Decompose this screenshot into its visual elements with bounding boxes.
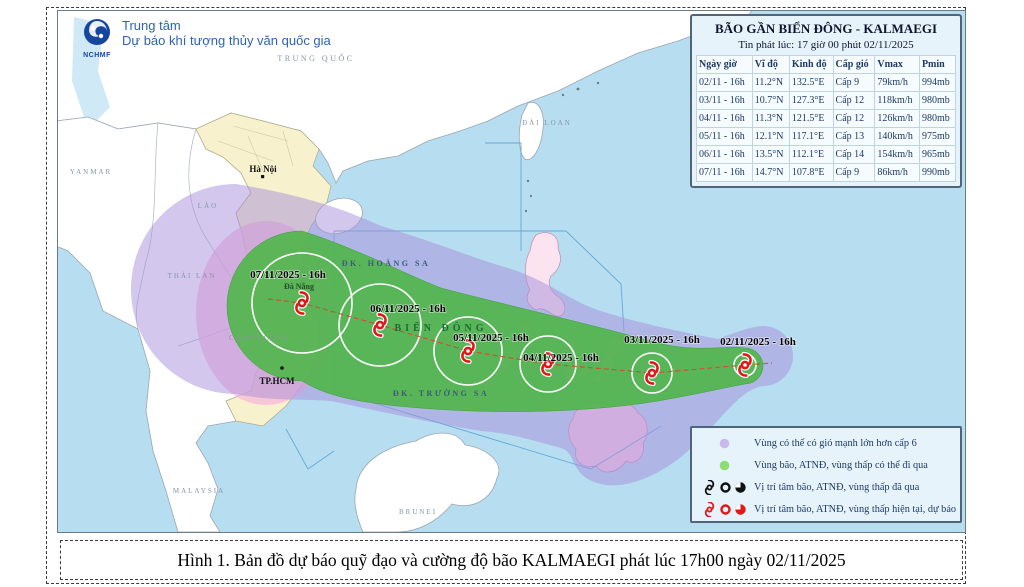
nchmf-logo-text: NCHMF xyxy=(83,52,111,59)
legend-row-track-area: Vùng bão, ATNĐ, vùng thấp có thể đi qua xyxy=(694,454,958,476)
track-label-0611: 06/11/2025 - 16h xyxy=(370,303,446,315)
hanoi-marker xyxy=(261,175,265,179)
nchmf-brand: NCHMF Trung tâm Dự báo khí tượng thủy vă… xyxy=(80,18,331,59)
label-tphcm: TP.HCM xyxy=(260,376,295,386)
purple-area-icon xyxy=(719,438,729,448)
storm-info-issued: Tin phát lúc: 17 giờ 00 phút 02/11/2025 xyxy=(738,39,914,51)
low-past-icon xyxy=(734,481,746,493)
legend-label: Vị trí tâm bão, ATNĐ, vùng thấp hiện tại… xyxy=(754,503,957,515)
brand-line1: Trung tâm xyxy=(122,18,181,33)
low-current-icon xyxy=(734,503,746,515)
col-pmin: Pmin xyxy=(918,55,957,74)
land-borneo xyxy=(354,432,500,532)
table-row: 04/11 - 16h 11.3°N 121.5°E Cấp 12 126km/h 980… xyxy=(696,109,957,128)
nchmf-logo-icon xyxy=(84,19,110,45)
table-row: 07/11 - 16h 14.7°N 107.8°E Cấp 9 86km/h 990mb xyxy=(696,163,957,182)
label-dai-loan: ĐÀI LOAN xyxy=(522,119,572,127)
land-taiwan xyxy=(518,101,544,161)
track-label-0211: 02/11/2025 - 16h xyxy=(720,336,796,348)
label-brunei: BRUNEI xyxy=(399,508,437,516)
table-row: 05/11 - 16h 12.1°N 117.1°E Cấp 13 140km/h 975… xyxy=(696,127,957,146)
typhoon-past-icon xyxy=(704,479,714,495)
label-da-nang: Đà Nẵng xyxy=(284,282,314,291)
track-label-0511: 05/11/2025 - 16h xyxy=(453,332,529,344)
vietnam-province-lines xyxy=(217,125,294,172)
label-ha-noi: Hà Nội xyxy=(249,164,277,174)
label-bien-dong: BIỂN ĐÔNG xyxy=(395,321,488,334)
legend-label: Vùng có thể có gió mạnh lớn hơn cấp 6 xyxy=(754,437,917,449)
col-windlevel: Cấp gió xyxy=(832,55,876,74)
map-edge-strip xyxy=(72,17,110,129)
nchmf-logo: NCHMF xyxy=(80,18,114,59)
storm-info-panel: BÃO GẦN BIỂN ĐÔNG - KALMAEGI Tin phát lú… xyxy=(690,14,962,188)
track-label-0411: 04/11/2025 - 16h xyxy=(523,352,599,364)
legend-row-past-position: Vị trí tâm bão, ATNĐ, vùng thấp đã qua xyxy=(694,476,958,498)
track-label-0711: 07/11/2025 - 16h xyxy=(250,269,326,281)
atnd-past-icon xyxy=(719,481,731,493)
table-row: 02/11 - 16h 11.2°N 132.5°E Cấp 9 79km/h 994mb xyxy=(696,73,957,92)
track-label-0311: 03/11/2025 - 16h xyxy=(624,334,700,346)
label-yanmar: YANMAR xyxy=(70,168,112,176)
label-campuchia: CAMPUCHIA xyxy=(229,334,289,342)
legend-row-wind-area: Vùng có thể có gió mạnh lớn hơn cấp 6 xyxy=(694,432,958,454)
col-vmax: Vmax xyxy=(874,55,920,74)
legend-row-current-position: Vị trí tâm bão, ATNĐ, vùng thấp hiện tại… xyxy=(694,498,958,520)
typhoon-current-icon xyxy=(704,501,714,517)
legend-label: Vùng bão, ATNĐ, vùng thấp có thể đi qua xyxy=(754,459,928,471)
forecast-table-header: Ngày giờ Vĩ độ Kinh độ Cấp gió Vmax Pmin xyxy=(696,55,957,74)
coast-islets xyxy=(524,81,600,213)
green-area-icon xyxy=(719,460,729,470)
brand-line2: Dự báo khí tượng thủy văn quốc gia xyxy=(122,33,331,48)
col-date: Ngày giờ xyxy=(696,55,753,74)
col-lat: Vĩ độ xyxy=(751,55,790,74)
label-lao: LÀO xyxy=(198,202,218,210)
legend-label: Vị trí tâm bão, ATNĐ, vùng thấp đã qua xyxy=(754,481,920,493)
label-trung-quoc: TRUNG QUỐC xyxy=(277,53,354,63)
forecast-circles xyxy=(251,252,757,394)
brand-text: Trung tâm Dự báo khí tượng thủy văn quốc… xyxy=(122,18,331,48)
legend-panel: Vùng có thể có gió mạnh lớn hơn cấp 6 Vù… xyxy=(690,426,962,523)
table-row: 06/11 - 16h 13.5°N 112.1°E Cấp 14 154km/h 965… xyxy=(696,145,957,164)
atnd-current-icon xyxy=(719,503,731,515)
label-truong-sa: ĐK. TRƯỜNG SA xyxy=(393,388,489,398)
table-row: 03/11 - 16h 10.7°N 127.3°E Cấp 12 118km/h 980… xyxy=(696,91,957,110)
label-thai-lan: THÁI LAN xyxy=(168,272,217,280)
tphcm-marker xyxy=(280,366,284,370)
label-malaysia: MALAYSIA xyxy=(173,487,225,495)
col-lon: Kinh độ xyxy=(788,55,834,74)
forecast-table: Ngày giờ Vĩ độ Kinh độ Cấp gió Vmax Pmin… xyxy=(696,55,957,182)
storm-info-title: BÃO GẦN BIỂN ĐÔNG - KALMAEGI xyxy=(714,21,938,36)
cone-track-green xyxy=(226,230,764,412)
figure-caption: Hình 1. Bản đồ dự báo quỹ đạo và cường đ… xyxy=(60,540,963,580)
label-hoang-sa: ĐK. HOÀNG SA xyxy=(342,258,430,268)
